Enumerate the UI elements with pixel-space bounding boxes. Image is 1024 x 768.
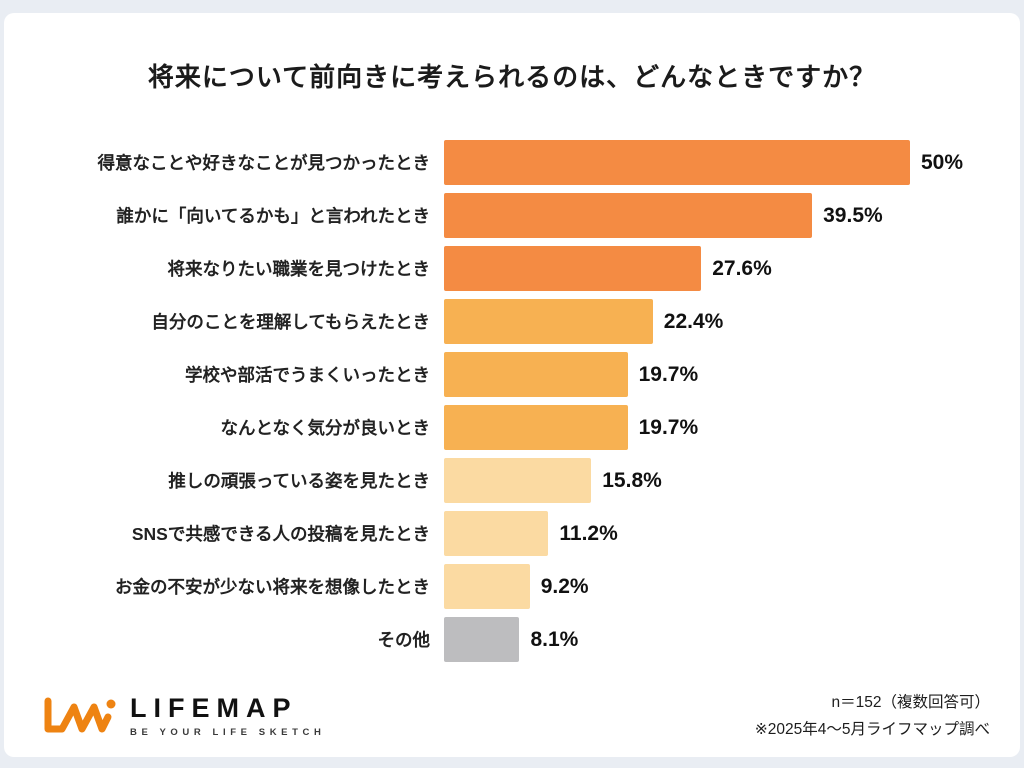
bar-label: 得意なことや好きなことが見つかったとき (97, 153, 431, 173)
bar (444, 511, 549, 556)
footer: LIFEMAP BE YOUR LIFE SKETCH n＝152（複数回答可）… (4, 689, 1020, 743)
bar-label: 将来なりたい職業を見つけたとき (167, 259, 431, 279)
bar-value: 11.2% (559, 521, 618, 545)
survey-note: n＝152（複数回答可） ※2025年4〜5月ライフマップ調べ (755, 689, 990, 743)
bar-value: 15.8% (602, 468, 662, 492)
bar-track: 19.7% (444, 405, 1020, 450)
bar-row: お金の不安が少ない将来を想像したとき 9.2% (22, 560, 1020, 613)
bar-label: 推しの頑張っている姿を見たとき (168, 471, 430, 491)
lifemap-logo-icon (44, 697, 116, 733)
bar (444, 140, 910, 185)
bar-label: なんとなく気分が良いとき (220, 418, 430, 438)
bar-row: 学校や部活でうまくいったとき 19.7% (22, 348, 1020, 401)
bar-track: 15.8% (444, 458, 1020, 503)
bar-track: 22.4% (444, 299, 1020, 344)
bar-value: 22.4% (663, 309, 724, 333)
bar (444, 458, 592, 503)
bar-track: 27.6% (444, 246, 1020, 291)
bar-row: 自分のことを理解してもらえたとき 22.4% (22, 295, 1020, 348)
bar-track: 19.7% (444, 352, 1020, 397)
bar (444, 299, 653, 344)
chart-title: 将来について前向きに考えられるのは、どんなときですか？ (147, 62, 877, 92)
bar-row: 誰かに「向いてるかも」と言われたとき 39.5% (22, 189, 1020, 242)
bar-label: 自分のことを理解してもらえたとき (151, 312, 430, 332)
bar-value: 8.1% (530, 627, 579, 651)
survey-note-sample-size: n＝152（複数回答可） (831, 693, 990, 711)
bar-value: 50% (921, 150, 964, 174)
bar (444, 405, 628, 450)
bar-track: 50% (444, 140, 1020, 185)
bar-row: SNSで共感できる人の投稿を見たとき 11.2% (22, 507, 1020, 560)
bar-row: なんとなく気分が良いとき 19.7% (22, 401, 1020, 454)
survey-note-source: ※2025年4〜5月ライフマップ調べ (754, 720, 990, 738)
bar-label: その他 (377, 630, 431, 650)
bar-label: 学校や部活でうまくいったとき (185, 365, 430, 385)
chart-card: 将来について前向きに考えられるのは、どんなときですか？ 得意なことや好きなことが… (4, 13, 1020, 757)
brand-name: LIFEMAP (130, 693, 298, 724)
bar-label: SNSで共感できる人の投稿を見たとき (131, 524, 430, 544)
bar-value: 27.6% (712, 256, 772, 280)
bar-chart: 得意なことや好きなことが見つかったとき 50% 誰かに「向いてるかも」と言われたとき… (4, 136, 1020, 666)
bar-row: その他 8.1% (22, 613, 1020, 666)
bar-track: 8.1% (444, 617, 1020, 662)
bar-row: 将来なりたい職業を見つけたとき 27.6% (22, 242, 1020, 295)
bar-value: 19.7% (638, 362, 699, 386)
bar (444, 352, 628, 397)
bar-label: お金の不安が少ない将来を想像したとき (115, 577, 430, 597)
lifemap-brand: LIFEMAP BE YOUR LIFE SKETCH (44, 693, 326, 738)
bar-track: 11.2% (444, 511, 1020, 556)
brand-text: LIFEMAP BE YOUR LIFE SKETCH (130, 693, 326, 738)
bar (444, 617, 520, 662)
bar-row: 得意なことや好きなことが見つかったとき 50% (22, 136, 1020, 189)
bar-value: 9.2% (540, 574, 589, 598)
bar-track: 39.5% (444, 193, 1020, 238)
bar (444, 246, 702, 291)
bar (444, 564, 530, 609)
brand-tagline: BE YOUR LIFE SKETCH (130, 726, 326, 738)
bar-value: 39.5% (823, 203, 883, 227)
bar-value: 19.7% (638, 415, 699, 439)
bar-track: 9.2% (444, 564, 1020, 609)
bar-row: 推しの頑張っている姿を見たとき 15.8% (22, 454, 1020, 507)
bar-label: 誰かに「向いてるかも」と言われたとき (116, 206, 430, 226)
bar (444, 193, 813, 238)
